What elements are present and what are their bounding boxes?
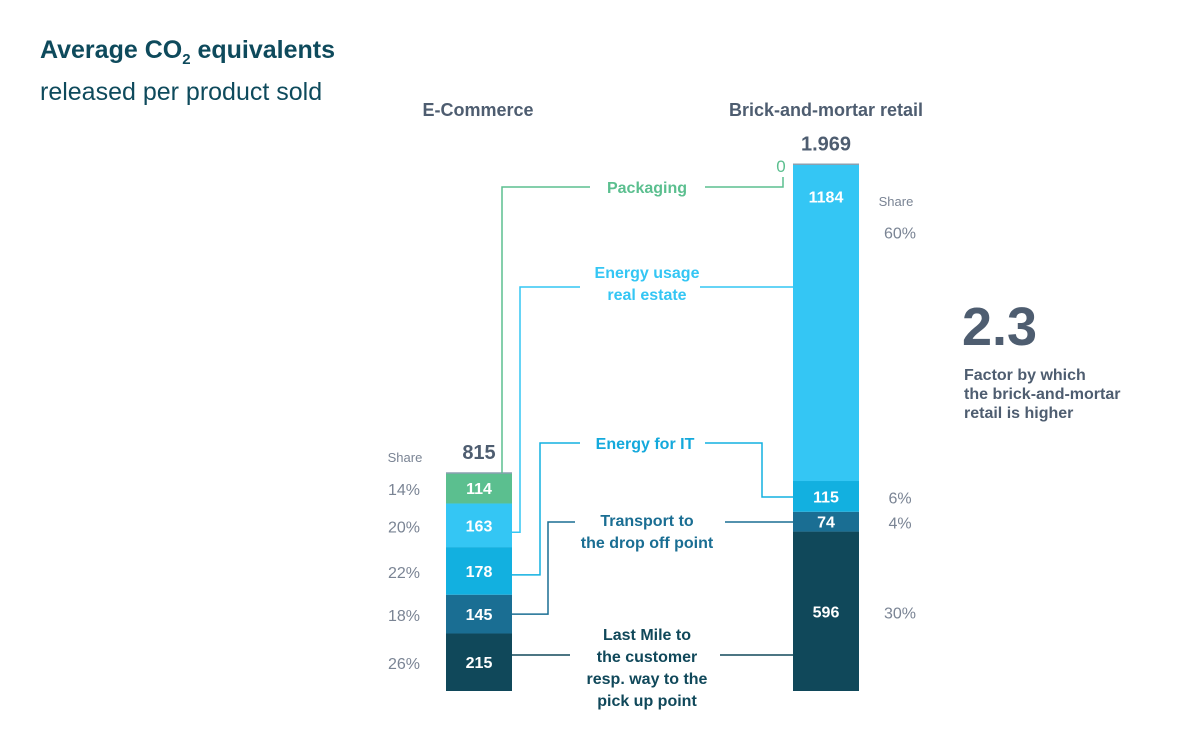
bar-segment	[446, 472, 512, 504]
data-label: 0	[776, 157, 785, 176]
data-label: 145	[466, 607, 493, 624]
chart-subtitle: released per product sold	[40, 78, 323, 106]
bar-segment	[793, 531, 859, 691]
total-label: 1.969	[801, 133, 851, 155]
factor-line: retail is higher	[964, 405, 1074, 422]
connector-line	[512, 442, 580, 576]
share-label: 4%	[888, 516, 911, 533]
bar-segment	[446, 547, 512, 595]
series-label: Energy for IT	[596, 436, 695, 453]
factor-line: Factor by which	[964, 367, 1086, 384]
data-label: 115	[813, 489, 839, 506]
connector-line	[512, 286, 580, 534]
bar-segment	[793, 511, 859, 532]
series-label: the drop off point	[581, 535, 714, 552]
share-label: 6%	[888, 490, 911, 507]
share-label: 14%	[388, 482, 420, 499]
category-label: Brick-and-mortar retail	[729, 100, 923, 120]
connector-line	[705, 442, 793, 498]
connector-line	[705, 177, 784, 188]
chart-title: Average CO2 equivalents	[40, 36, 336, 68]
data-label: 178	[466, 564, 493, 581]
bar-segment	[446, 503, 512, 548]
series-label: real estate	[607, 287, 686, 304]
data-label: 163	[466, 518, 493, 535]
connector-line	[501, 186, 590, 473]
share-label: 20%	[388, 519, 420, 536]
series-label: Energy usage	[595, 265, 700, 282]
connector-line	[512, 521, 575, 615]
series-label: resp. way to the	[587, 671, 708, 688]
bar-segment	[446, 594, 512, 634]
category-label: E-Commerce	[422, 100, 533, 120]
data-label: 114	[466, 481, 492, 498]
series-label: Last Mile to	[603, 627, 691, 644]
share-header: Share	[388, 450, 423, 465]
factor-text: Factor by which the brick-and-mortar ret…	[964, 366, 1164, 423]
series-label: Packaging	[607, 180, 687, 197]
factor-value: 2.3	[962, 297, 1038, 357]
bar-segment	[793, 164, 859, 482]
data-label: 215	[466, 655, 493, 672]
data-label: 74	[817, 515, 835, 532]
series-label: pick up point	[597, 693, 697, 710]
total-label: 815	[462, 442, 495, 464]
data-label: 1184	[809, 189, 844, 206]
bar-segment	[446, 633, 512, 691]
share-header: Share	[879, 194, 914, 209]
bar-segment	[793, 481, 859, 512]
share-label: 60%	[884, 225, 916, 242]
share-label: 18%	[388, 608, 420, 625]
series-label: the customer	[597, 649, 697, 666]
share-label: 30%	[884, 605, 916, 622]
data-label: 596	[813, 604, 840, 621]
series-label: Transport to	[600, 513, 694, 530]
share-label: 26%	[388, 656, 420, 673]
factor-line: the brick-and-mortar	[964, 386, 1121, 403]
share-label: 22%	[388, 565, 420, 582]
